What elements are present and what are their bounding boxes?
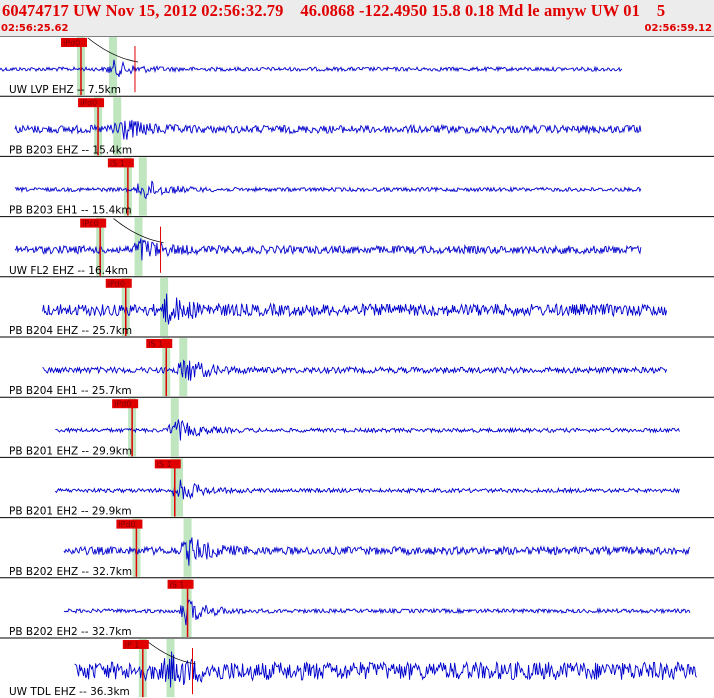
arrival-curve: [87, 37, 139, 63]
waveform-trace: [74, 651, 697, 688]
waveform-trace: [63, 599, 691, 626]
pick-flag: [105, 278, 132, 288]
trace-label: PB B202 EHZ -- 32.7km: [9, 566, 132, 578]
pick-label: iS 1: [110, 159, 125, 168]
pick-flag: [167, 579, 194, 589]
trace-label: PB B203 EHZ -- 15.4km: [9, 144, 132, 156]
waveform-trace: [0, 59, 623, 78]
event-header: 60474717 UW Nov 15, 2012 02:56:32.79 46.…: [0, 0, 714, 36]
pick-label: iS 1: [148, 340, 163, 349]
trace-label: UW FL2 EHZ -- 16.4km: [9, 265, 128, 277]
trace-label: UW LVP EHZ -- 7.5km: [9, 84, 121, 96]
seismogram-panel[interactable]: iPd0 UW LVP EHZ -- 7.5km iPd0 PB B203 EHZ -…: [0, 36, 714, 698]
waveform-trace: [55, 419, 680, 441]
pick-label: iS 1: [170, 580, 185, 589]
waveform-trace: [55, 479, 680, 500]
arrival-curve: [113, 218, 164, 243]
trace-label: PB B201 EH2 -- 29.9km: [9, 506, 132, 518]
pick-window: [138, 157, 147, 216]
pick-label: iPc0: [82, 219, 99, 228]
waveform-trace: [14, 180, 642, 200]
pick-flag: [116, 519, 143, 529]
waveform-trace: [63, 537, 691, 566]
waveform-trace: [42, 359, 668, 381]
arrival-curve: [145, 639, 196, 665]
pick-flag: [154, 459, 181, 469]
trace-label: UW TDL EHZ -- 36.3km: [9, 686, 130, 698]
trace-label: PB B202 EH2 -- 32.7km: [9, 626, 132, 638]
event-title: 60474717 UW Nov 15, 2012 02:56:32.79 46.…: [2, 1, 666, 20]
pick-flag: [112, 399, 139, 409]
pick-flag: [107, 158, 134, 168]
pick-window: [175, 458, 184, 517]
pick-window: [113, 97, 122, 156]
waveform-trace: [14, 119, 642, 140]
pick-window: [166, 639, 175, 698]
pick-flag: [78, 98, 105, 108]
waveform-trace: [14, 238, 642, 261]
trace-label: PB B204 EH1 -- 25.7km: [9, 385, 132, 397]
window-end-time: 02:56:59.12: [644, 23, 712, 34]
pick-label: iPd0: [118, 520, 135, 529]
trace-label: PB B201 EHZ -- 29.9km: [9, 445, 132, 457]
window-start-time: 02:56:25.62: [1, 23, 69, 34]
waveform-trace: [42, 293, 668, 325]
pick-flag: [122, 640, 149, 649]
pick-flag: [60, 38, 87, 47]
pick-label: iPd0: [63, 39, 80, 48]
pick-window: [183, 518, 192, 577]
pick-window: [181, 578, 190, 637]
trace-label: PB B203 EH1 -- 15.4km: [9, 205, 132, 217]
pick-flag: [146, 339, 173, 348]
trace-label: PB B204 EHZ -- 25.7km: [9, 325, 132, 337]
pick-flag: [80, 218, 107, 228]
pick-label: iPd0: [114, 400, 131, 409]
pick-label: iP 1: [125, 641, 140, 650]
pick-label: iPd0: [80, 99, 97, 108]
pick-label: iPd0: [108, 279, 125, 288]
pick-label: iS 1: [157, 460, 172, 469]
